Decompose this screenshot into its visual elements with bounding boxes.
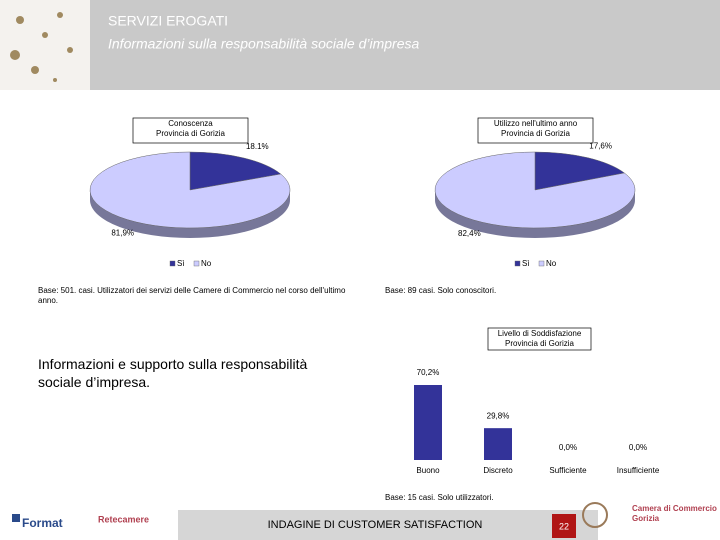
header-subtitle: Informazioni sulla responsabilità social… [108,36,419,52]
cciaa-logo-1: Camera di Commercio [632,504,717,513]
legend-swatch [169,260,176,267]
value-label: 0,0% [559,443,577,452]
value-label: 18.1% [246,142,269,151]
chart-title-box [477,117,594,144]
chart-subtitle: Provincia di Gorizia [501,129,570,138]
legend-label: Sì [522,259,530,268]
chart-title: Livello di Soddisfazione [498,329,582,338]
value-label: 0,0% [629,443,647,452]
page-number: 22 [559,521,569,531]
header-band [90,0,720,90]
header-image [0,0,90,90]
format-logo: Format [22,516,63,530]
seal [582,502,608,528]
value-label: 82,4% [458,229,481,238]
value-label: 81,9% [111,228,134,237]
legend-swatch [538,260,545,267]
format-icon [12,514,20,522]
legend-label: Sì [177,259,185,268]
decor-dots [10,12,73,82]
pie-slice [89,151,291,229]
bar [414,385,442,460]
cciaa-logo-2: Gorizia [632,514,660,523]
body-text: Informazioni e supporto sulla responsabi… [38,356,308,390]
chart-title-box [487,327,592,351]
chart-note: Base: 501. casi. Utilizzatori dei serviz… [38,286,346,305]
legend-swatch [193,260,200,267]
chart-title: Conoscenza [168,119,213,128]
header-title: SERVIZI EROGATI [108,13,228,29]
chart-note: Base: 89 casi. Solo conoscitori. [385,286,497,295]
footer-band [178,510,598,540]
retecamere-logo: Retecamere [98,514,149,524]
legend-label: No [546,259,557,268]
x-tick-label: Sufficiente [549,466,587,475]
pie-slice [434,151,636,229]
chart-note: Base: 15 casi. Solo utilizzatori. [385,493,494,502]
page-box [552,514,576,538]
x-tick-label: Buono [416,466,440,475]
legend-label: No [201,259,212,268]
value-label: 29,8% [487,411,510,420]
pie-slice [534,151,625,191]
bar [484,428,512,460]
chart-subtitle: Provincia di Gorizia [505,339,574,348]
chart-title: Utilizzo nell'ultimo anno [494,119,578,128]
legend-swatch [514,260,521,267]
x-tick-label: Insufficiente [617,466,660,475]
x-tick-label: Discreto [483,466,513,475]
pie-slice [189,151,282,191]
chart-subtitle: Provincia di Gorizia [156,129,225,138]
value-label: 17,6% [589,141,612,150]
value-label: 70,2% [417,368,440,377]
chart-title-box [132,117,249,144]
footer-title: INDAGINE DI CUSTOMER SATISFACTION [268,519,483,531]
